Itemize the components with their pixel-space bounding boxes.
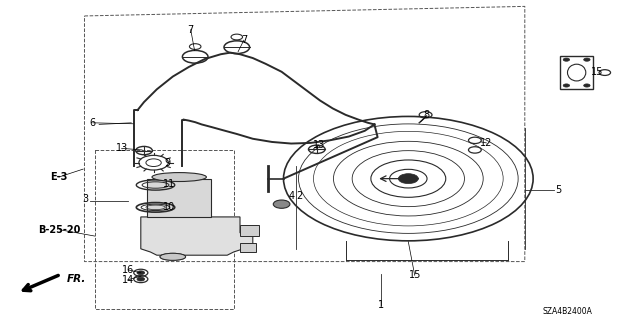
- Text: 9: 9: [164, 158, 171, 168]
- Ellipse shape: [152, 173, 207, 182]
- Text: 10: 10: [163, 202, 175, 212]
- Circle shape: [398, 174, 419, 184]
- Text: 13: 13: [115, 143, 128, 153]
- Text: 6: 6: [90, 118, 96, 128]
- Text: 5: 5: [556, 185, 562, 195]
- Text: 3: 3: [83, 194, 89, 204]
- Text: 11: 11: [163, 179, 175, 189]
- Text: E-3: E-3: [50, 172, 68, 182]
- Text: FR.: FR.: [67, 274, 86, 284]
- Bar: [240, 225, 259, 236]
- Ellipse shape: [160, 253, 186, 260]
- Bar: [240, 243, 256, 252]
- Polygon shape: [147, 179, 211, 217]
- Bar: [560, 56, 593, 89]
- Text: 8: 8: [424, 110, 430, 121]
- Text: 12: 12: [480, 138, 493, 148]
- Polygon shape: [141, 217, 253, 255]
- Text: 14: 14: [122, 275, 134, 285]
- Text: 15: 15: [591, 67, 604, 77]
- Text: 16: 16: [122, 265, 134, 275]
- Circle shape: [563, 84, 570, 87]
- Text: 1: 1: [378, 300, 384, 310]
- Text: 13: 13: [312, 140, 325, 150]
- Circle shape: [584, 84, 590, 87]
- Circle shape: [584, 58, 590, 61]
- Text: 4: 4: [288, 191, 294, 201]
- Text: 7: 7: [188, 25, 194, 35]
- Circle shape: [563, 58, 570, 61]
- Circle shape: [273, 200, 290, 208]
- Text: 15: 15: [408, 270, 421, 280]
- Circle shape: [137, 277, 145, 281]
- Text: 7: 7: [241, 35, 247, 45]
- Circle shape: [137, 271, 145, 275]
- Text: SZA4B2400A: SZA4B2400A: [543, 308, 593, 316]
- Text: B-25-20: B-25-20: [38, 225, 81, 235]
- Ellipse shape: [160, 253, 186, 260]
- Text: 2: 2: [296, 191, 303, 201]
